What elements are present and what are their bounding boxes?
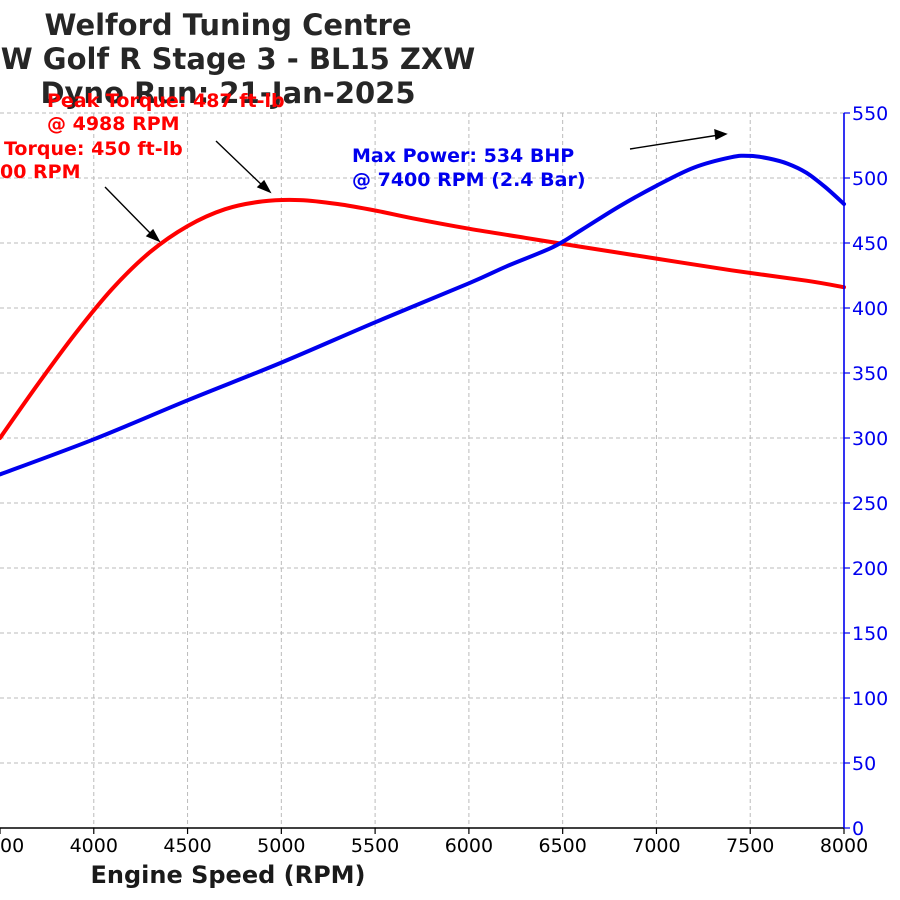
x-tick-label: 00 — [0, 835, 24, 857]
torque-annotation-line-2: 00 RPM — [0, 161, 81, 183]
peak-torque-arrowhead — [256, 179, 272, 194]
y-tick-label: 400 — [852, 298, 888, 320]
y-tick-label: 150 — [852, 623, 888, 645]
y-tick-label: 0 — [852, 818, 864, 840]
chart-title-line-1: Welford Tuning Centre — [44, 8, 411, 42]
y-tick-label: 250 — [852, 493, 888, 515]
x-tick-label: 5500 — [351, 835, 399, 857]
x-ticks: 00 4000 4500 5000 5500 6000 6500 7000 7500 8000 — [0, 828, 868, 857]
chart-title-line-2: W Golf R Stage 3 - BL15 ZXW — [1, 42, 476, 76]
y-tick-label: 450 — [852, 233, 888, 255]
y-tick-label: 550 — [852, 103, 888, 125]
max-power-arrow — [629, 134, 720, 150]
x-tick-label: 4000 — [70, 835, 118, 857]
right-y-ticks: 0 50 100 150 200 250 300 350 400 450 500 550 — [844, 103, 888, 840]
power-line — [0, 153, 846, 477]
y-tick-label: 300 — [852, 428, 888, 450]
y-tick-label: 50 — [852, 753, 876, 775]
x-tick-label: 7000 — [632, 835, 680, 857]
x-tick-label: 6500 — [538, 835, 586, 857]
peak-torque-annotation-line-2: @ 4988 RPM — [47, 113, 180, 135]
max-power-arrowhead — [714, 128, 728, 141]
peak-torque-annotation-line-1: Peak Torque: 487 ft-lb — [47, 90, 285, 112]
x-tick-label: 8000 — [820, 835, 868, 857]
y-tick-label: 200 — [852, 558, 888, 580]
chart-title-line-3: Dyno Run: 21-Jan-2025 — [40, 76, 415, 110]
y-tick-label: 500 — [852, 168, 888, 190]
x-tick-label: 7500 — [726, 835, 774, 857]
torque-annotation-line-1: Torque: 450 ft-lb — [4, 138, 183, 160]
x-tick-label: 6000 — [445, 835, 493, 857]
peak-torque-arrow — [215, 140, 266, 189]
y-tick-label: 100 — [852, 688, 888, 710]
torque-arrowhead — [145, 228, 161, 243]
series-layer — [0, 153, 846, 477]
grid — [0, 112, 844, 828]
torque-line — [0, 197, 846, 440]
y-tick-label: 350 — [852, 363, 888, 385]
annotation-arrows — [104, 128, 728, 243]
max-power-annotation-line-1: Max Power: 534 BHP — [352, 145, 574, 167]
x-tick-label: 5000 — [257, 835, 305, 857]
x-tick-label: 4500 — [163, 835, 211, 857]
x-axis-label: Engine Speed (RPM) — [90, 861, 365, 889]
max-power-annotation-line-2: @ 7400 RPM (2.4 Bar) — [352, 169, 586, 191]
torque-arrow — [104, 186, 155, 238]
